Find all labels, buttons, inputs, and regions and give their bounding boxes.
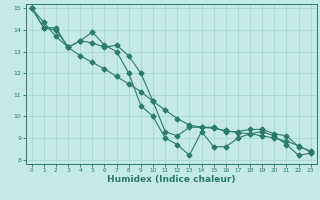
X-axis label: Humidex (Indice chaleur): Humidex (Indice chaleur) <box>107 175 236 184</box>
